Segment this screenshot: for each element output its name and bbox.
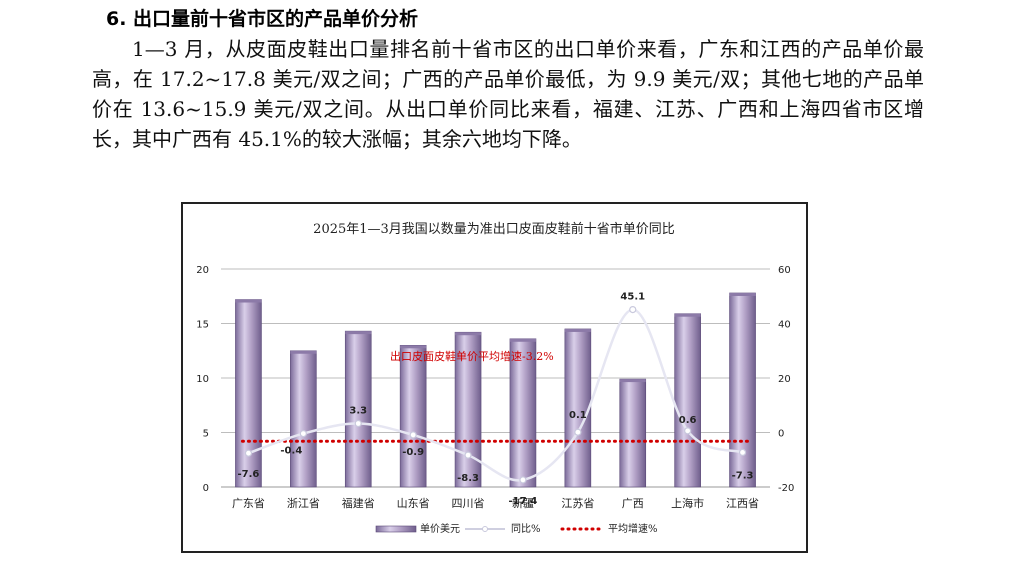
category-label: 山东省 [397, 497, 430, 510]
category-label: 上海市 [671, 496, 704, 510]
yoy-data-label: -0.9 [402, 447, 424, 458]
yoy-data-label: -17.4 [509, 496, 538, 507]
category-label: 广东省 [232, 497, 265, 510]
analysis-paragraph: 1—3 月，从皮面皮鞋出口量排名前十省市区的出口单价来看，广东和江西的产品单价最… [92, 37, 924, 151]
legend-label-price: 单价美元 [420, 522, 460, 535]
legend-label-average: 平均增速% [608, 522, 658, 535]
section-heading: 6. 出口量前十省市区的产品单价分析 [106, 8, 419, 30]
chart-frame: 2025年1—3月我国以数量为准出口皮面皮鞋前十省市单价同比 0 5 10 15 20 -2… [181, 202, 808, 553]
yoy-data-label: 0.1 [569, 410, 587, 421]
y-right-tick-label: -20 [778, 483, 794, 494]
category-label: 福建省 [342, 496, 375, 510]
yoy-point [244, 449, 253, 457]
yoy-point [738, 448, 747, 456]
legend-label-yoy: 同比% [511, 523, 541, 535]
legend-marker-yoy [482, 526, 488, 532]
category-label: 浙江省 [287, 497, 320, 510]
bar [674, 313, 701, 488]
yoy-point [684, 427, 692, 435]
yoy-data-label: 3.3 [349, 406, 367, 417]
category-label: 四川省 [452, 497, 485, 510]
yoy-data-label: -7.6 [238, 469, 260, 480]
yoy-data-label: -0.4 [280, 446, 302, 457]
bar-top [400, 345, 427, 349]
category-label: 广西 [622, 497, 644, 510]
yoy-point [629, 306, 637, 314]
unit-price-chart: 2025年1—3月我国以数量为准出口皮面皮鞋前十省市单价同比 0 5 10 15 20 -2… [196, 221, 794, 535]
bar-top [345, 331, 372, 335]
bar [564, 328, 592, 488]
category-label: 江西省 [726, 497, 759, 510]
bar [619, 378, 647, 488]
y-right-tick-label: 20 [778, 374, 791, 385]
bar-top [290, 350, 317, 354]
y-right-tick-label: 0 [778, 429, 784, 440]
bar [344, 330, 372, 488]
yoy-data-label: 45.1 [620, 292, 645, 303]
chart-title: 2025年1—3月我国以数量为准出口皮面皮鞋前十省市单价同比 [313, 221, 675, 237]
y-right-tick-label: 40 [778, 320, 791, 331]
yoy-point [354, 419, 362, 428]
yoy-point [299, 429, 307, 438]
bar [290, 350, 317, 488]
y-left-tick-label: 20 [196, 265, 209, 276]
bar-top [455, 332, 482, 336]
y-left-tick-label: 10 [196, 374, 209, 385]
bar-top [674, 313, 701, 317]
bar-top [564, 328, 591, 332]
yoy-point [464, 451, 472, 459]
category-label: 江苏省 [561, 497, 594, 510]
bar-top [619, 379, 646, 383]
bar-top [235, 299, 262, 303]
average-growth-annotation: 出口皮面皮鞋单价平均增速-3.2% [390, 349, 554, 363]
bar [399, 345, 427, 488]
yoy-data-label: -7.3 [732, 470, 754, 481]
bar [729, 292, 756, 488]
legend-swatch-bar [375, 525, 417, 533]
bar-top [729, 292, 756, 296]
yoy-point [519, 476, 527, 484]
category-label: 新疆 [512, 496, 534, 510]
yoy-data-label: -8.3 [457, 473, 479, 484]
y-left-tick-label: 15 [196, 320, 209, 331]
bar-top [509, 338, 536, 342]
yoy-data-label: 0.6 [679, 415, 697, 426]
yoy-point [574, 428, 582, 436]
y-left-tick-label: 0 [203, 483, 209, 494]
y-right-tick-label: 60 [778, 265, 791, 276]
yoy-point [409, 431, 417, 439]
yoy-line [248, 308, 744, 482]
y-left-tick-label: 5 [203, 429, 209, 440]
bar [235, 299, 262, 488]
bar [454, 331, 482, 488]
